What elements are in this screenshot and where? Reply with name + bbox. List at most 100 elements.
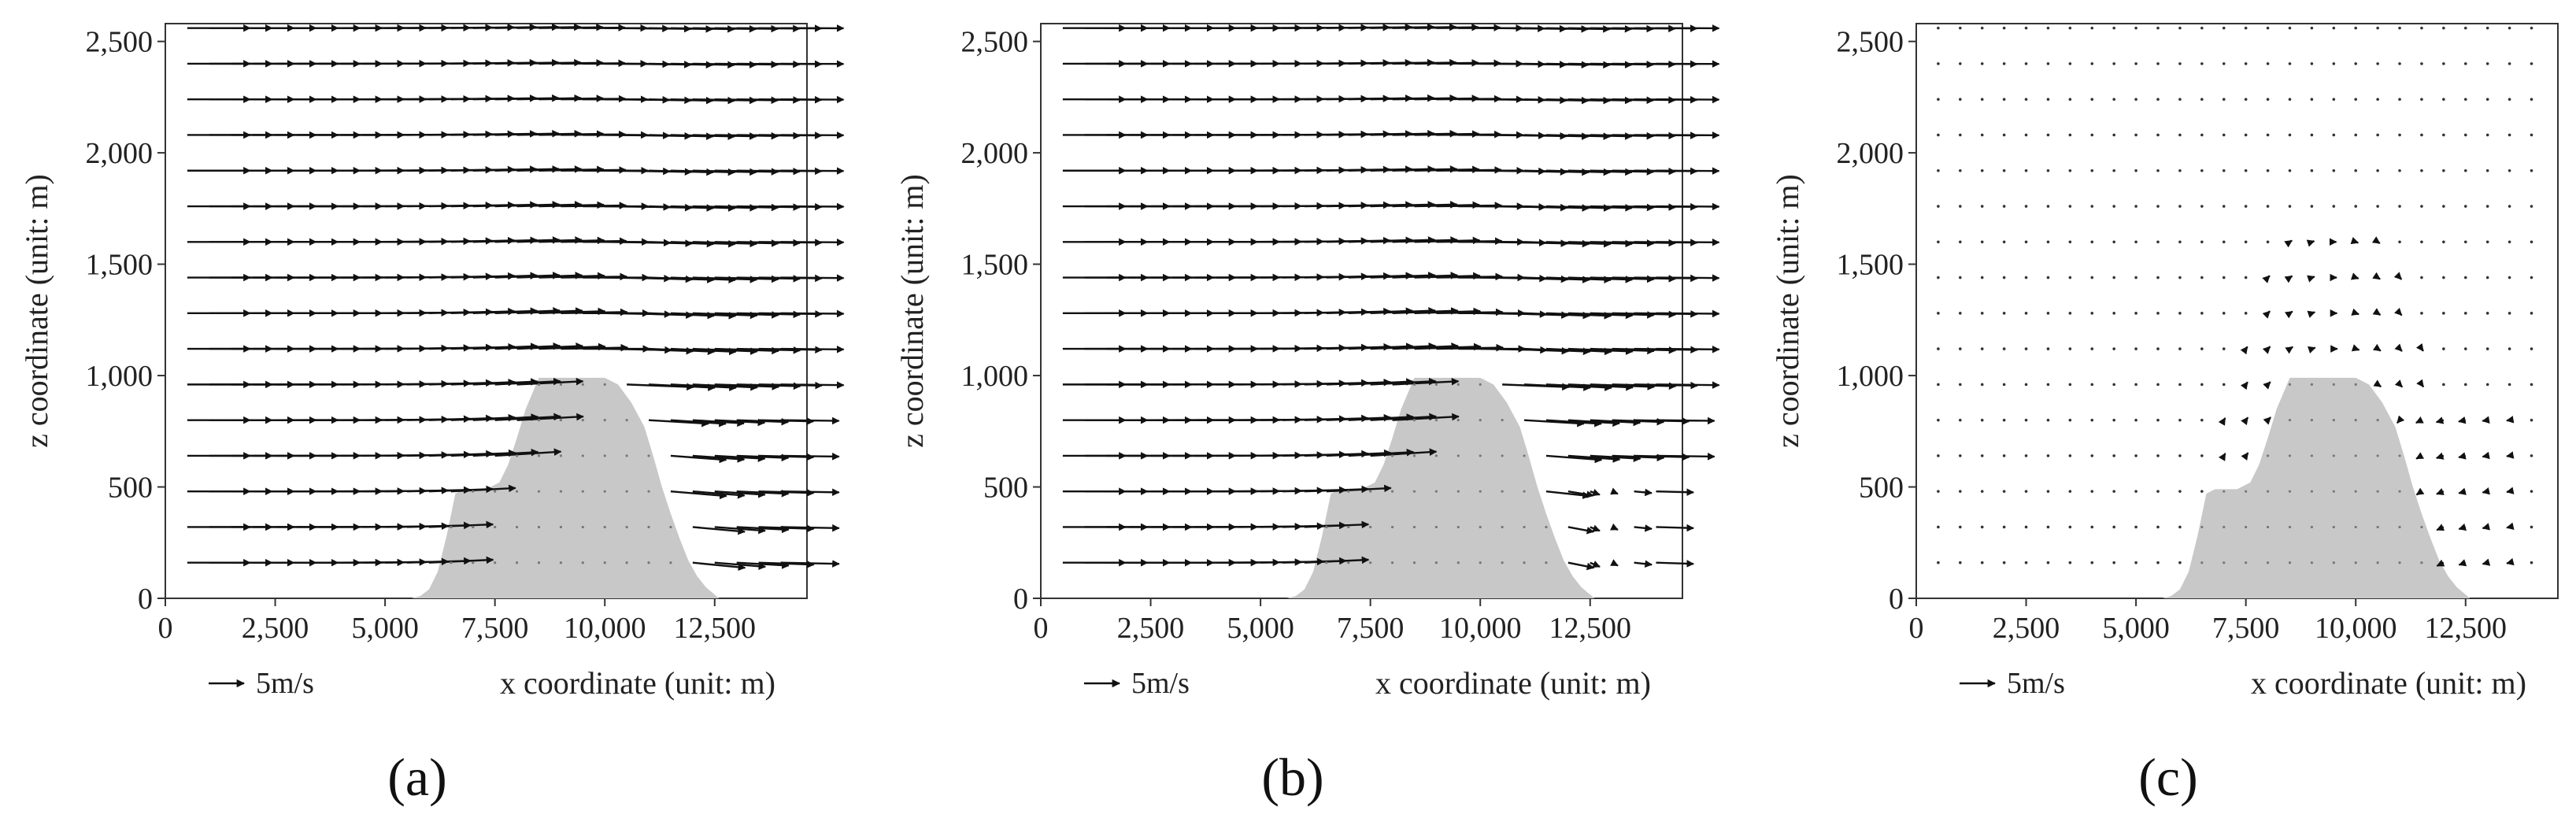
vector-point: [1980, 205, 1984, 208]
vector-point: [2530, 561, 2533, 564]
grid-point: [2223, 490, 2226, 493]
vector-point: [2002, 454, 2006, 457]
vector-point: [2134, 205, 2137, 208]
vector-point: [2090, 561, 2094, 564]
vector-point: [2222, 133, 2226, 137]
wind-vector: [1545, 490, 1590, 499]
vector-point: [2442, 240, 2445, 244]
vector-point: [2178, 312, 2182, 315]
vector-point: [2485, 133, 2489, 137]
vector-point: [2024, 168, 2028, 172]
y-tick-label: 1,000: [1837, 360, 1904, 393]
vector-point: [1937, 561, 1940, 564]
vector-point: [2068, 347, 2072, 350]
grid-point: [1434, 383, 1438, 386]
wind-vector: [1656, 274, 1720, 282]
grid-point: [669, 561, 672, 564]
wind-vector: [692, 419, 745, 427]
vector-point: [2244, 205, 2248, 208]
y-tick-label: 2,500: [961, 26, 1029, 59]
vector-point: [2002, 98, 2006, 102]
wind-vector: [1326, 484, 1392, 493]
wind-vector: [670, 347, 737, 356]
vector-point: [1937, 383, 1940, 387]
wind-vector: [2218, 453, 2226, 461]
vector-point: [2002, 561, 2006, 564]
grid-point: [2266, 525, 2270, 529]
vector-point: [2200, 383, 2204, 387]
vector-point: [2002, 347, 2006, 350]
vector-point: [2420, 26, 2423, 30]
grid-point: [494, 525, 497, 529]
vector-point: [2002, 525, 2006, 529]
grid-point: [2398, 561, 2401, 564]
vector-point: [2068, 240, 2072, 244]
grid-point: [450, 561, 453, 564]
wind-vector: [494, 342, 561, 350]
vector-point: [2178, 561, 2182, 564]
vector-point: [2442, 98, 2445, 102]
vector-point: [2178, 490, 2182, 493]
y-tick-label: 2,500: [86, 26, 154, 59]
grid-point: [2332, 490, 2335, 493]
wind-vector: [1634, 488, 1653, 497]
vector-point: [2002, 490, 2006, 493]
vector-point: [2024, 418, 2028, 422]
vector-point: [2134, 490, 2137, 493]
grid-point: [494, 561, 497, 564]
grid-point: [2266, 561, 2270, 564]
wind-vector: [2393, 272, 2403, 280]
vector-point: [2024, 561, 2028, 564]
wind-vector: [692, 526, 746, 535]
vector-point: [2530, 383, 2533, 387]
wind-vector: [1348, 448, 1415, 457]
vector-point: [2420, 240, 2423, 244]
grid-point: [2354, 454, 2357, 457]
vector-point: [2288, 26, 2292, 30]
grid-point: [1325, 525, 1328, 529]
vector-point: [2398, 62, 2401, 65]
grid-point: [603, 561, 606, 564]
vector-point: [2485, 276, 2489, 279]
vector-point: [2024, 98, 2028, 102]
vector-point: [2156, 62, 2160, 65]
vector-point: [2090, 26, 2094, 30]
wind-vector: [2284, 275, 2293, 283]
vector-point: [2090, 418, 2094, 422]
vector-point: [2024, 525, 2028, 529]
wind-vector: [2285, 346, 2293, 354]
vector-point: [1959, 276, 1962, 279]
vector-point: [2046, 133, 2050, 137]
vector-point: [1937, 276, 1940, 279]
vector-point: [2068, 133, 2072, 137]
wind-vector: [1567, 419, 1620, 427]
grid-point: [1434, 454, 1438, 457]
wind-vector: [1392, 377, 1460, 386]
grid-point: [581, 419, 584, 422]
wind-vector: [780, 381, 845, 389]
vector-point: [2068, 98, 2072, 102]
vector-point: [2134, 383, 2137, 387]
vector-point: [2046, 312, 2050, 315]
vector-point: [2530, 205, 2533, 208]
wind-vector: [2307, 275, 2315, 283]
x-tick-label: 2,500: [1993, 612, 2060, 645]
vector-point: [2002, 383, 2006, 387]
vector-point: [2332, 62, 2336, 65]
grid-point: [1523, 454, 1526, 457]
y-tick-label: 2,000: [86, 137, 154, 170]
vector-point: [2046, 525, 2050, 529]
chart-panel-2: 0 500 1,000 1,500 2,000 2,500 0 2,500 5,000 7,500…: [894, 23, 1720, 807]
wind-vector: [2415, 452, 2425, 460]
vector-point: [1959, 26, 1962, 30]
grid-point: [1390, 454, 1394, 457]
vector-point: [2266, 205, 2270, 208]
vector-point: [2200, 347, 2204, 350]
grid-point: [559, 490, 562, 493]
terrain-shape: [1041, 377, 1682, 598]
x-tick-label: 7,500: [1337, 612, 1405, 645]
vector-point: [2090, 133, 2094, 137]
vector-point: [2354, 205, 2358, 208]
wind-vector: [1392, 342, 1459, 350]
grid-point: [1479, 419, 1482, 422]
